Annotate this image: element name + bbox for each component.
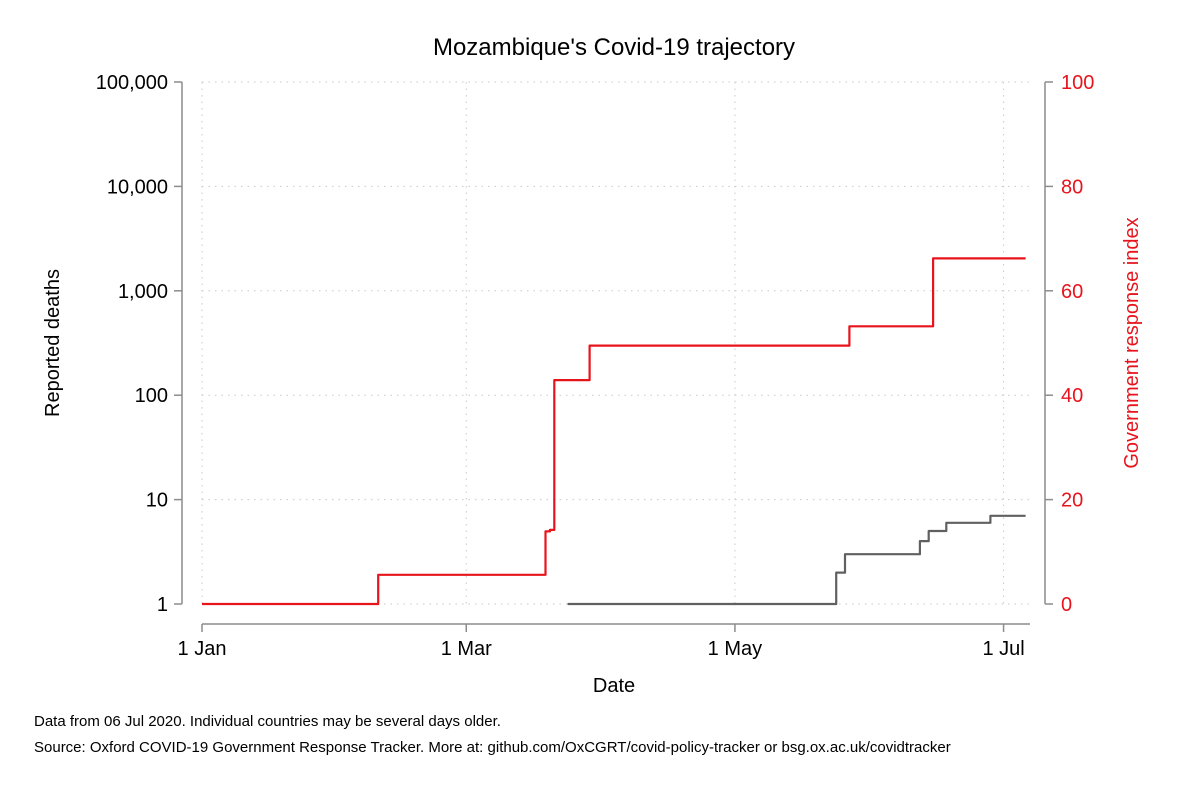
response-index-line — [202, 257, 1026, 606]
series-lines — [202, 257, 1026, 606]
y-tick-label: 1,000 — [118, 281, 168, 303]
y2-tick-label: 40 — [1061, 385, 1083, 407]
y-axis-label: Reported deaths — [42, 269, 64, 417]
x-axis-label: Date — [593, 675, 635, 697]
source-note: Source: Oxford COVID-19 Government Respo… — [34, 739, 951, 756]
y-tick-label: 100 — [135, 385, 168, 407]
axes — [181, 82, 1046, 625]
x-tick-label: 1 Mar — [441, 638, 492, 660]
y-tick-label: 10,000 — [107, 176, 168, 198]
y-tick-label: 100,000 — [96, 72, 168, 94]
reported-deaths-line — [567, 514, 1026, 606]
x-tick-label: 1 May — [708, 638, 762, 660]
y2-tick-label: 0 — [1061, 594, 1072, 616]
y-tick-label: 10 — [146, 490, 168, 512]
y2-tick-label: 60 — [1061, 281, 1083, 303]
y-tick-label: 1 — [157, 594, 168, 616]
x-tick-label: 1 Jul — [982, 638, 1024, 660]
y2-tick-label: 80 — [1061, 176, 1083, 198]
chart-title: Mozambique's Covid-19 trajectory — [433, 34, 795, 61]
gridlines — [201, 81, 1030, 605]
y2-tick-label: 20 — [1061, 490, 1083, 512]
x-tick-label: 1 Jan — [178, 638, 227, 660]
y2-axis-label: Government response index — [1121, 217, 1143, 468]
tick-labels: 1 10 100 1,000 10,000 100,000 0 20 40 60 80 100 1 Ja… — [96, 72, 1095, 660]
y2-tick-label: 100 — [1061, 72, 1094, 94]
data-date-note: Data from 06 Jul 2020. Individual countr… — [34, 713, 501, 730]
